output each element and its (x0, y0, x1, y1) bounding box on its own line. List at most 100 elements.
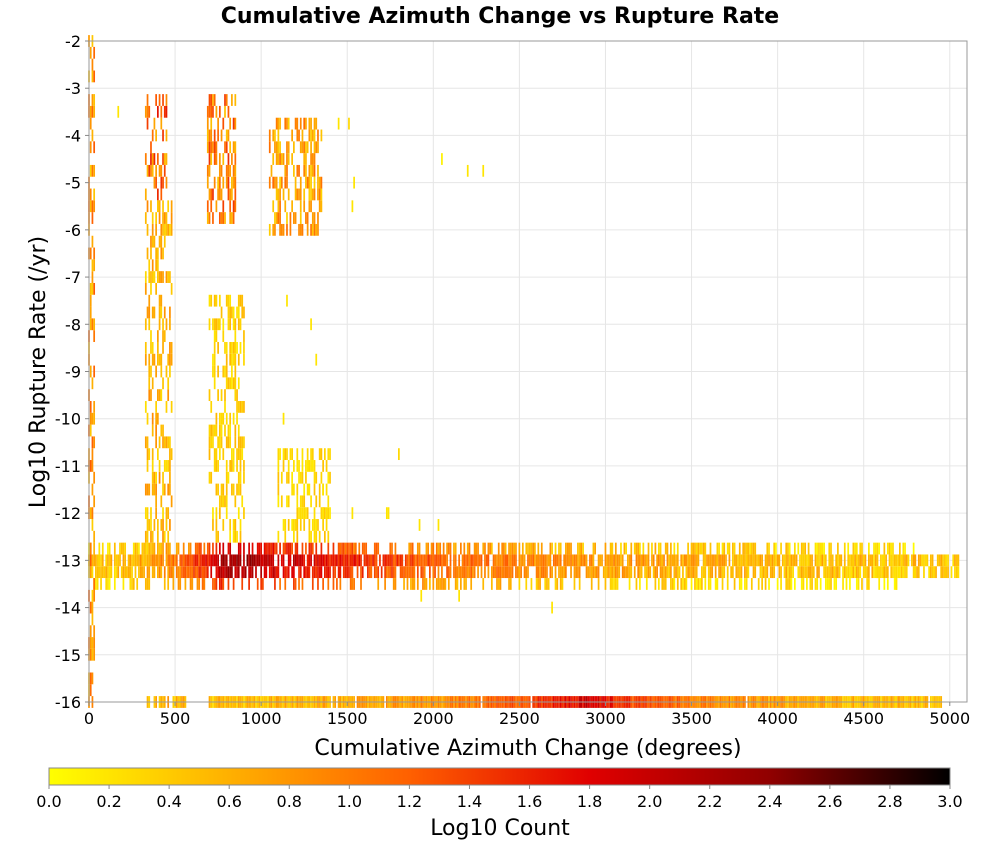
heatmap-cell (167, 530, 170, 543)
heatmap-cell (167, 554, 170, 567)
heatmap-cell (243, 554, 245, 567)
heatmap-cell (325, 566, 328, 579)
heatmap-cell (162, 200, 164, 213)
heatmap-cell (144, 282, 147, 295)
heatmap-cell (191, 554, 194, 567)
heatmap-cell (626, 566, 629, 579)
heatmap-cell (628, 554, 631, 567)
heatmap-cell (148, 389, 151, 402)
heatmap-cell (311, 448, 314, 461)
heatmap-cell (423, 554, 426, 567)
heatmap-cell (750, 578, 753, 590)
heatmap-cell (785, 542, 788, 555)
heatmap-cell (217, 554, 219, 567)
heatmap-cell (289, 223, 292, 236)
heatmap-cell (236, 460, 238, 472)
heatmap-cell (284, 519, 287, 531)
heatmap-cell (243, 436, 245, 449)
heatmap-cell (196, 566, 199, 579)
heatmap-cell (117, 566, 120, 579)
heatmap-cell (578, 566, 581, 579)
heatmap-cell (162, 519, 164, 531)
heatmap-cell (218, 164, 221, 177)
heatmap-cell (225, 436, 228, 449)
heatmap-cell (232, 306, 235, 319)
heatmap-cell (518, 554, 521, 567)
heatmap-cell (227, 164, 230, 177)
heatmap-cell (754, 542, 757, 555)
heatmap-cell (582, 554, 584, 567)
heatmap-cell (527, 566, 529, 579)
heatmap-cell (687, 566, 689, 579)
heatmap-cell (398, 554, 400, 567)
heatmap-cell (229, 164, 232, 177)
heatmap-cell (268, 542, 271, 555)
heatmap-cell (654, 578, 657, 590)
heatmap-cell (640, 554, 643, 567)
heatmap-cell (842, 578, 844, 590)
heatmap-cell (187, 566, 190, 579)
heatmap-cell (237, 436, 240, 449)
heatmap-cell (144, 153, 147, 165)
heatmap-cell (611, 542, 614, 555)
heatmap-cell (611, 554, 614, 567)
heatmap-cell (215, 483, 218, 496)
heatmap-cell (367, 566, 369, 579)
heatmap-cell (806, 566, 808, 579)
heatmap-cell (232, 341, 235, 354)
heatmap-cell (644, 566, 646, 579)
heatmap-cell (883, 542, 886, 555)
heatmap-cell (162, 530, 164, 543)
heatmap-cell (184, 578, 187, 590)
heatmap-cell (163, 578, 166, 590)
heatmap-cell (336, 578, 338, 590)
heatmap-cell (234, 153, 237, 165)
heatmap-cell (294, 578, 297, 590)
heatmap-cell (217, 460, 219, 472)
heatmap-cell (146, 519, 149, 531)
heatmap-cell (277, 566, 280, 579)
heatmap-cell (224, 365, 226, 378)
heatmap-cell (308, 483, 311, 496)
heatmap-cell (878, 566, 881, 579)
heatmap-cell (225, 483, 228, 496)
heatmap-cell (220, 436, 223, 449)
heatmap-cell (217, 566, 219, 579)
heatmap-cell (509, 542, 512, 555)
heatmap-cell (353, 578, 355, 590)
heatmap-cell (361, 542, 364, 555)
heatmap-cell (213, 448, 216, 461)
heatmap-cell (394, 566, 397, 579)
heatmap-cell (702, 566, 705, 579)
heatmap-cell (224, 341, 226, 354)
heatmap-cell (828, 554, 831, 567)
heatmap-cell (160, 519, 163, 531)
heatmap-cell (849, 578, 851, 590)
x-tick-label: 2000 (413, 709, 454, 728)
heatmap-cell (148, 542, 151, 555)
heatmap-cell (157, 259, 159, 272)
x-tick-label: 2500 (499, 709, 540, 728)
heatmap-cell (139, 554, 142, 567)
heatmap-cell (241, 436, 244, 449)
heatmap-cell (320, 129, 323, 142)
heatmap-cell (279, 223, 281, 236)
heatmap-cell (494, 566, 497, 579)
heatmap-cell (482, 578, 485, 590)
heatmap-cell (583, 554, 586, 567)
heatmap-cell (728, 554, 731, 567)
heatmap-cell (294, 212, 297, 224)
heatmap-cell (892, 566, 894, 579)
heatmap-cell (845, 566, 848, 579)
heatmap-cell (298, 164, 300, 177)
heatmap-cell (148, 353, 151, 366)
heatmap-cell (384, 566, 386, 579)
heatmap-cell (482, 164, 485, 177)
heatmap-cell (227, 542, 230, 555)
heatmap-cell (503, 566, 505, 579)
heatmap-cell (162, 129, 164, 142)
heatmap-cell (174, 554, 176, 567)
heatmap-cell (296, 554, 299, 567)
heatmap-cell (850, 566, 853, 579)
heatmap-cell (570, 566, 572, 579)
